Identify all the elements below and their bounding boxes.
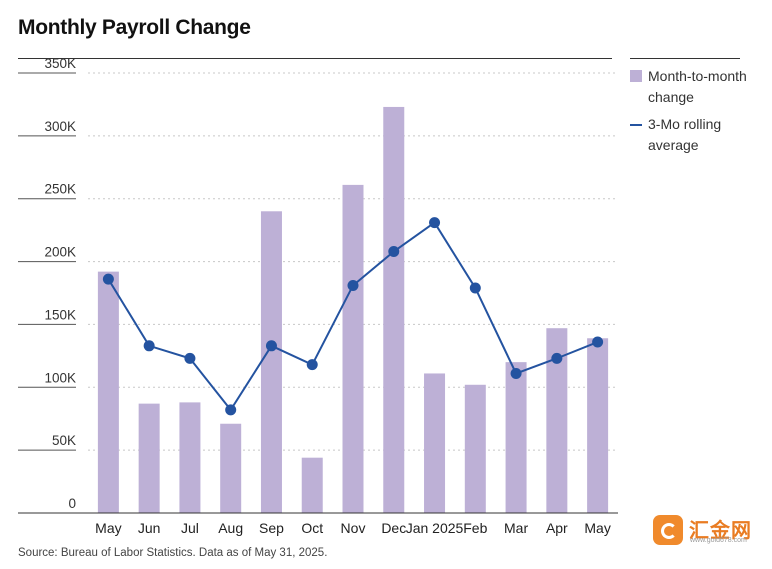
x-tick-label: Dec: [381, 520, 406, 536]
bar: [587, 338, 609, 513]
rolling-average-point: [388, 246, 400, 258]
rolling-average-point: [265, 340, 277, 352]
watermark: 汇金网 www.gold678.com: [653, 514, 761, 546]
x-tick-label: Sep: [259, 520, 284, 536]
y-tick-label: 250K: [44, 182, 76, 197]
legend-rule: [630, 58, 740, 59]
bar: [179, 402, 201, 513]
bar: [546, 328, 568, 513]
y-tick-label: 300K: [44, 119, 76, 134]
rolling-average-point: [306, 359, 318, 371]
rolling-average-point: [143, 340, 155, 352]
bar: [505, 362, 527, 513]
rolling-average-point: [592, 336, 604, 348]
x-tick-label: Jun: [138, 520, 161, 536]
rolling-average-point: [469, 282, 481, 294]
rolling-average-point: [347, 279, 359, 291]
bar: [97, 271, 119, 513]
bar: [138, 403, 160, 513]
bar: [383, 106, 405, 513]
bar: [260, 211, 282, 514]
watermark-logo-icon: [653, 515, 683, 545]
chart-title: Monthly Payroll Change: [18, 16, 251, 39]
legend-item-line: 3-Mo rolling average: [630, 114, 760, 156]
bar: [301, 457, 323, 513]
bar: [424, 373, 446, 513]
y-tick-label: 50K: [52, 433, 76, 448]
x-tick-label: Jul: [181, 520, 199, 536]
x-tick-label: May: [95, 520, 121, 536]
bar: [464, 384, 486, 513]
legend-swatch-line: [630, 124, 642, 126]
x-tick-label: Nov: [341, 520, 366, 536]
rolling-average-point: [184, 352, 196, 364]
rolling-average-point: [102, 273, 114, 285]
bar: [342, 184, 364, 513]
y-tick-label: 200K: [44, 245, 76, 260]
x-tick-label: Mar: [504, 520, 528, 536]
rolling-average-point: [429, 217, 441, 229]
y-tick-label: 350K: [44, 56, 76, 71]
watermark-text: 汇金网: [689, 520, 752, 542]
rolling-average-point: [225, 404, 237, 416]
rolling-average-point: [551, 352, 563, 364]
watermark-sub: www.gold678.com: [690, 537, 747, 544]
legend-swatch-bars: [630, 70, 642, 82]
x-tick-label: Jan 2025: [406, 520, 464, 536]
legend-label-line: 3-Mo rolling average: [648, 116, 722, 153]
y-tick-label: 0: [68, 496, 76, 511]
y-tick-label: 150K: [44, 307, 76, 322]
bar: [220, 423, 242, 513]
legend: Month-to-month change 3-Mo rolling avera…: [630, 66, 760, 162]
legend-item-bars: Month-to-month change: [630, 66, 760, 108]
source-note: Source: Bureau of Labor Statistics. Data…: [18, 547, 328, 559]
x-tick-label: Apr: [546, 520, 568, 536]
x-tick-label: Oct: [301, 520, 323, 536]
x-tick-label: May: [584, 520, 610, 536]
x-tick-label: Aug: [218, 520, 243, 536]
title-rule: [18, 58, 612, 59]
x-tick-label: Feb: [463, 520, 487, 536]
rolling-average-point: [510, 367, 522, 379]
legend-label-bars: Month-to-month change: [648, 68, 747, 105]
y-tick-label: 100K: [44, 370, 76, 385]
